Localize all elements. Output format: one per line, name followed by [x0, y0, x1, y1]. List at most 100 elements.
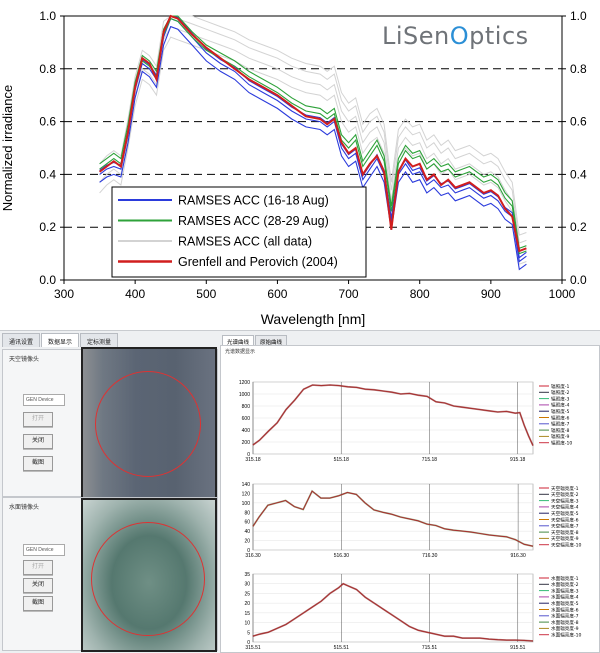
- mini-y-tick-label: 0: [247, 640, 250, 646]
- mini-legend-label: 水面辐亮度-6: [551, 606, 579, 613]
- main-tab-bar: 通讯设置 数据显示 定标测量: [2, 333, 119, 347]
- irradiance-chart: 0.0 0.0 0.2 0.2 0.4 0.4 0.6 0.6 0.8 0.8 1.0 1.0 300 4…: [0, 9, 587, 327]
- mini-y-tick-label: 30: [244, 582, 250, 588]
- sky-close-button[interactable]: 关闭: [23, 434, 53, 449]
- series-line-grenfell: [99, 14, 527, 253]
- mini-y-tick-label: 0: [247, 548, 250, 554]
- tab-comm-settings[interactable]: 通讯设置: [2, 333, 41, 347]
- legend-label: RAMSES ACC (28-29 Aug): [178, 214, 329, 228]
- y-tick-label-left: 0.0: [39, 273, 56, 287]
- mini-y-tick-label: 80: [244, 510, 250, 516]
- mini-legend-label: 辐照度-4: [551, 402, 569, 409]
- x-axis-label: Wavelength [nm]: [261, 311, 366, 327]
- x-tick-label: 300: [54, 287, 74, 301]
- y-axis-label: Normalized irradiance: [0, 85, 15, 211]
- mini-plot-frame: [252, 483, 534, 551]
- mini-legend-label: 水面辐亮度-10: [551, 632, 582, 639]
- mini-legend-label: 水面辐亮度-5: [551, 600, 579, 607]
- sky-capture-button[interactable]: 截图: [23, 456, 53, 471]
- mini-legend-label: 辐照度-3: [551, 395, 569, 402]
- mini-x-tick-label: 515.51: [334, 645, 350, 651]
- mini-legend-label: 辐照度-6: [551, 414, 569, 421]
- mini-legend-label: 天空辐亮度-7: [551, 523, 579, 530]
- mini-y-tick-label: 5: [247, 630, 250, 636]
- mini-series-line: [252, 490, 534, 547]
- water-close-button[interactable]: 关闭: [23, 578, 53, 593]
- mini-plot-frame: [252, 573, 534, 643]
- mini-legend-label: 天空辐亮度-1: [551, 485, 579, 492]
- mini-legend-label: 辐照度-2: [551, 389, 569, 396]
- x-tick-label: 900: [481, 287, 501, 301]
- y-tick-label-right: 0.2: [570, 220, 587, 234]
- mini-legend-label: 水面辐亮度-2: [551, 581, 579, 588]
- x-tick-label: 500: [196, 287, 216, 301]
- mini-x-tick-label: 716.30: [422, 553, 438, 559]
- y-tick-label-right: 0.6: [570, 115, 587, 129]
- mini-legend-label: 天空辐亮度-5: [551, 510, 579, 517]
- mini-legend-label: 天空辐亮度-8: [551, 529, 579, 536]
- mini-x-tick-label: 315.18: [245, 457, 261, 463]
- mini-legend-label: 天空辐亮度-2: [551, 491, 579, 498]
- water-capture-button[interactable]: 截图: [23, 596, 53, 611]
- tab-calibration[interactable]: 定标测量: [80, 333, 119, 347]
- water-device-select[interactable]: GEN Device: [23, 544, 65, 556]
- mini-legend-label: 辐照度-8: [551, 427, 569, 434]
- mini-x-tick-label: 316.30: [245, 553, 261, 559]
- water-panel-title: 水面镜像头: [9, 505, 40, 511]
- mini-legend-label: 水面辐亮度-8: [551, 619, 579, 626]
- legend-label: RAMSES ACC (16-18 Aug): [178, 194, 329, 208]
- mini-legend-label: 天空辐亮度-3: [551, 497, 579, 504]
- mini-y-tick-label: 800: [242, 404, 251, 410]
- y-tick-label-right: 1.0: [570, 9, 587, 23]
- spectrometer-software-window: 通讯设置 数据显示 定标测量 天空镜像头 GEN Device 打开 关闭 截图…: [0, 330, 600, 653]
- mini-legend-label: 辐照度-1: [551, 383, 569, 390]
- series-line-all-data: [99, 36, 527, 265]
- brand-text-part1: LiSen: [382, 22, 450, 50]
- mini-legend-label: 天空辐亮度-9: [551, 535, 579, 542]
- mini-x-tick-label: 915.51: [510, 645, 526, 651]
- water-target-circle: [91, 522, 205, 636]
- mini-x-tick-label: 715.51: [422, 645, 438, 651]
- plot-frame: [63, 15, 563, 281]
- water-open-button[interactable]: 打开: [23, 560, 53, 575]
- mini-x-tick-label: 315.51: [245, 645, 261, 651]
- sky-target-circle: [95, 371, 201, 477]
- mini-y-tick-label: 10: [244, 621, 250, 627]
- y-tick-label-left: 0.4: [39, 167, 56, 181]
- mini-y-tick-label: 140: [242, 482, 251, 488]
- mini-x-tick-label: 516.30: [334, 553, 350, 559]
- sky-camera-view: [81, 347, 217, 499]
- mini-legend-label: 水面辐亮度-3: [551, 587, 579, 594]
- mini-legend-label: 辐照度-10: [551, 440, 572, 447]
- x-tick-label: 400: [125, 287, 145, 301]
- mini-y-tick-label: 400: [242, 428, 251, 434]
- mini-legend-label: 水面辐亮度-1: [551, 575, 579, 582]
- tab-data-display[interactable]: 数据显示: [41, 333, 80, 347]
- mini-x-tick-label: 715.18: [422, 457, 438, 463]
- sky-open-button[interactable]: 打开: [23, 412, 53, 427]
- chart-panel-title: 光谱数据显示: [225, 349, 256, 355]
- series-line-16-18-aug: [99, 25, 527, 271]
- mini-legend-label: 辐照度-9: [551, 433, 569, 440]
- legend: RAMSES ACC (16-18 Aug) RAMSES ACC (28-29 …: [111, 186, 367, 278]
- sky-device-select[interactable]: GEN Device: [23, 394, 65, 406]
- y-tick-label-left: 0.2: [39, 220, 56, 234]
- sky-panel-title: 天空镜像头: [9, 357, 40, 363]
- mini-y-tick-label: 200: [242, 440, 251, 446]
- mini-y-tick-label: 35: [244, 572, 250, 578]
- water-camera-panel: 水面镜像头 GEN Device 打开 关闭 截图: [2, 497, 218, 652]
- mini-legend-label: 天空辐亮度-6: [551, 516, 579, 523]
- mini-legend-label: 水面辐亮度-9: [551, 625, 579, 632]
- mini-legend-label: 天空辐亮度-4: [551, 504, 579, 511]
- y-tick-label-left: 0.6: [39, 115, 56, 129]
- mini-x-tick-label: 916.30: [510, 553, 526, 559]
- y-tick-label-right: 0.0: [570, 273, 587, 287]
- mini-legend-label: 水面辐亮度-4: [551, 594, 579, 601]
- mini-series-line: [252, 384, 534, 446]
- legend-label: Grenfell and Perovich (2004): [178, 255, 338, 269]
- x-tick-label: 700: [339, 287, 359, 301]
- y-tick-label-left: 0.8: [39, 62, 56, 76]
- mini-x-tick-label: 915.18: [510, 457, 526, 463]
- x-tick-label: 600: [267, 287, 287, 301]
